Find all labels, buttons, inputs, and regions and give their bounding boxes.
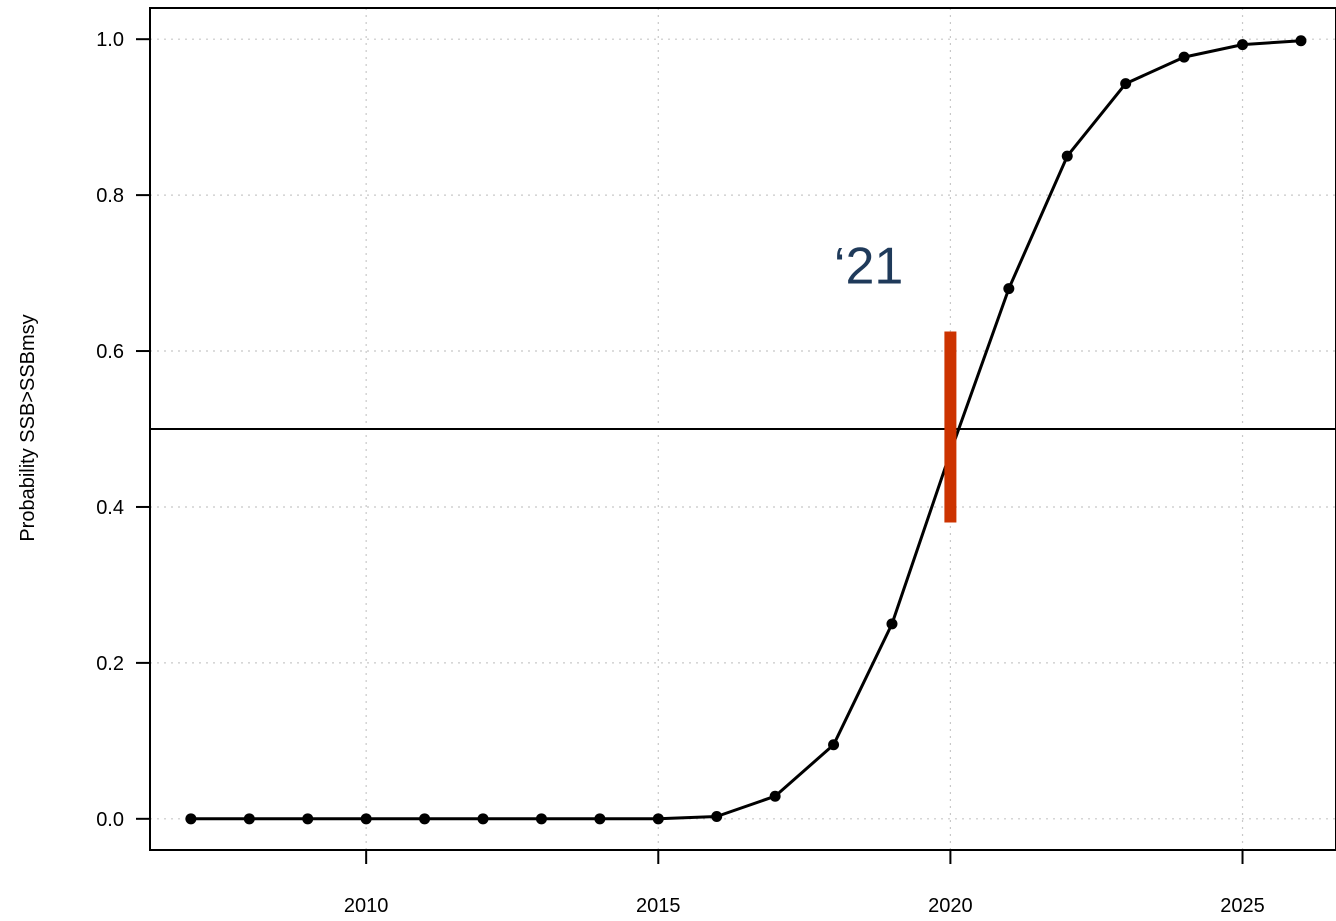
data-point xyxy=(711,810,723,822)
data-point xyxy=(243,813,255,825)
data-point xyxy=(652,813,664,825)
data-point xyxy=(886,618,898,630)
annotation-label: ‘21 xyxy=(834,237,903,295)
series-line xyxy=(190,39,1301,821)
data-point xyxy=(185,813,197,825)
data-point xyxy=(1178,51,1190,63)
data-point xyxy=(594,813,606,825)
data-point xyxy=(477,813,489,825)
data-point xyxy=(1003,283,1015,295)
y-tick-label: 0.8 xyxy=(96,185,124,207)
x-tick-label: 2025 xyxy=(1220,895,1265,916)
data-point xyxy=(419,813,431,825)
x-tick-label: 2015 xyxy=(636,895,681,916)
label-layer: Probability SSB>SSBmsy ‘21 xyxy=(17,237,903,541)
x-tick-label: 2020 xyxy=(928,895,973,916)
data-point xyxy=(1120,78,1132,90)
y-tick-label: 0.6 xyxy=(96,341,124,363)
data-point xyxy=(769,790,781,802)
data-point xyxy=(828,739,840,751)
series-layer xyxy=(185,35,1307,825)
data-point xyxy=(1061,150,1073,162)
data-point xyxy=(1237,39,1249,51)
x-tick-label: 2010 xyxy=(344,895,389,916)
plot-frame xyxy=(149,7,1336,851)
y-axis-label: Probability SSB>SSBmsy xyxy=(17,314,39,541)
data-point xyxy=(302,813,314,825)
axis-layer: 0.0 0.2 0.4 0.6 0.8 1.0 2010 2015 2020 2025 xyxy=(96,7,1336,917)
y-tick-label: 0.0 xyxy=(96,809,124,831)
y-tick-label: 1.0 xyxy=(96,29,124,51)
data-point xyxy=(1295,35,1307,47)
data-point xyxy=(360,813,372,825)
y-tick-label: 0.4 xyxy=(96,497,124,519)
data-point xyxy=(535,813,547,825)
y-tick-label: 0.2 xyxy=(96,653,124,675)
